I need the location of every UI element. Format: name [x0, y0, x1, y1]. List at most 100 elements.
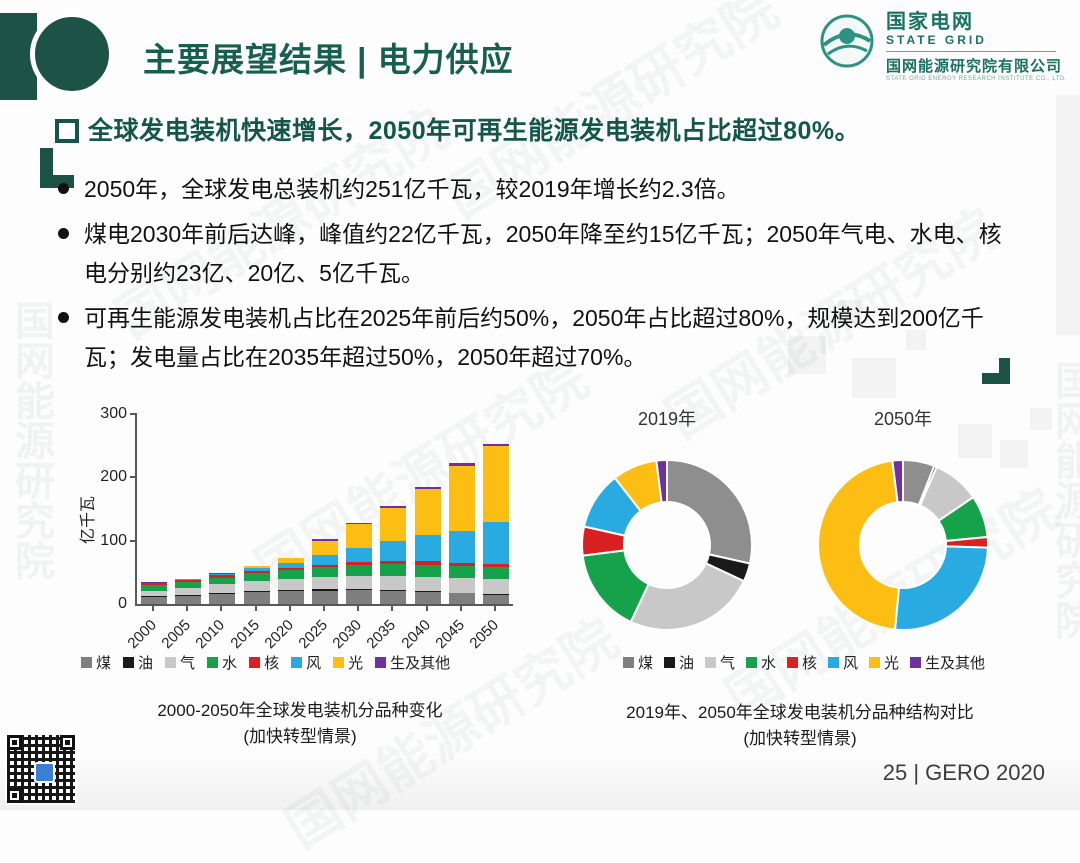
x-tick-mark [323, 606, 325, 611]
bar-2005 [175, 579, 201, 604]
x-tick-mark [152, 606, 154, 611]
legend-swatch-coal [81, 657, 92, 668]
bar-segment-gas [312, 577, 338, 590]
legend-item-hydro: 水 [746, 652, 776, 673]
donut-slice-coal [667, 460, 752, 564]
y-tick-mark [130, 476, 137, 478]
donut-chart-2050 [813, 455, 993, 635]
caption-line: (加快转型情景) [55, 724, 545, 750]
globe-icon [818, 12, 876, 82]
bullet-dot-icon [58, 228, 69, 239]
logo-org-en: STATE GRID [886, 33, 1067, 47]
bar-segment-coal [278, 591, 304, 604]
bar-segment-solar [483, 446, 509, 522]
page-title: 主要展望结果 | 电力供应 [143, 33, 514, 81]
bar-segment-coal [141, 597, 167, 604]
donut-slice-wind [895, 546, 988, 630]
legend-swatch-hydro [746, 657, 757, 668]
bar-segment-coal [380, 591, 406, 604]
bar-segment-solar [346, 524, 372, 547]
bar-2040 [415, 487, 441, 604]
bar-segment-coal [175, 596, 201, 604]
key-message: 全球发电装机快速增长，2050年可再生能源发电装机占比超过80%。 [88, 111, 860, 147]
bar-segment-wind [415, 535, 441, 562]
bar-segment-coal [483, 595, 509, 605]
deco-block [1056, 95, 1080, 335]
caption-line: (加快转型情景) [555, 726, 1045, 752]
bar-segment-solar [415, 489, 441, 535]
bar-2050 [483, 444, 509, 604]
bar-segment-gas [483, 579, 509, 594]
bar-2020 [278, 558, 304, 605]
bar-2045 [449, 463, 475, 604]
bar-segment-wind [483, 522, 509, 563]
bar-2030 [346, 523, 372, 604]
legend-item-solar: 光 [869, 652, 899, 673]
x-tick-mark [255, 606, 257, 611]
bar-segment-hydro [449, 566, 475, 578]
bar-segment-gas [346, 576, 372, 589]
bar-2025 [312, 539, 338, 604]
deco-block [1000, 440, 1028, 468]
bar-chart-caption: 2000-2050年全球发电装机分品种变化 (加快转型情景) [55, 698, 545, 751]
x-tick-mark [391, 606, 393, 611]
x-tick-mark [357, 606, 359, 611]
bar-segment-wind [449, 531, 475, 563]
bullet-item: 可再生能源发电装机占比在2025年前后约50%，2050年占比超过80%，规模达… [58, 299, 1010, 378]
qr-center-logo [34, 762, 55, 783]
bar-segment-hydro [209, 578, 235, 585]
x-tick-mark [426, 606, 428, 611]
bar-segment-hydro [346, 565, 372, 575]
x-tick-mark [494, 606, 496, 611]
header-green-circle [30, 12, 114, 96]
bar-segment-wind [312, 555, 338, 565]
deco-block [1030, 408, 1052, 430]
bar-2000 [141, 582, 167, 604]
caption-line: 2019年、2050年全球发电装机分品种结构对比 [555, 700, 1045, 726]
page-number: 25 | GERO 2020 [883, 760, 1045, 786]
logo-institute-cn: 国网能源研究院有限公司 [886, 55, 1067, 76]
x-tick-mark [289, 606, 291, 611]
y-tick-label: 200 [83, 468, 127, 486]
logo-divider [886, 51, 1056, 52]
bar-segment-coal [449, 593, 475, 604]
qr-pattern [7, 735, 75, 803]
qr-eye-icon [60, 735, 75, 750]
x-tick-mark [460, 606, 462, 611]
donut-slice-solar [818, 461, 899, 630]
bullet-item: 2050年，全球发电总装机约251亿千瓦，较2019年增长约2.3倍。 [58, 170, 1010, 210]
bar-segment-gas [449, 578, 475, 593]
bar-segment-gas [380, 576, 406, 590]
legend-swatch-bio_other [910, 657, 921, 668]
donut-legend: 煤油气水核风光生及其他 [578, 652, 1030, 673]
donut-chart-2019 [577, 455, 757, 635]
legend-label: 生及其他 [925, 652, 985, 673]
bar-segment-hydro [278, 570, 304, 579]
legend-item-bio_other: 生及其他 [910, 652, 985, 673]
square-bullet-icon [55, 119, 79, 143]
legend-label: 煤 [638, 652, 653, 673]
legend-swatch-coal [623, 657, 634, 668]
donut-title-2019: 2019年 [577, 405, 757, 431]
bar-segment-solar [380, 508, 406, 542]
capacity-bar-chart: 亿千瓦 煤油气水核风光生及其他 2000-2050年全球发电装机分品种变化 (加… [55, 400, 545, 768]
bar-segment-gas [209, 584, 235, 592]
x-tick-mark [220, 606, 222, 611]
bar-2015 [244, 566, 270, 604]
watermark-text: 国网能源研究院 [2, 300, 60, 580]
bar-segment-hydro [415, 565, 441, 577]
legend-item-gas: 气 [705, 652, 735, 673]
legend-label: 水 [761, 652, 776, 673]
qr-eye-icon [7, 735, 22, 750]
bar-segment-coal [346, 590, 372, 604]
legend-item-coal: 煤 [623, 652, 653, 673]
bar-segment-solar [312, 541, 338, 555]
legend-label: 油 [679, 652, 694, 673]
bar-segment-solar [449, 466, 475, 531]
state-grid-logo: 国家电网 STATE GRID 国网能源研究院有限公司 STATE GRID E… [818, 12, 1068, 82]
x-tick-mark [186, 606, 188, 611]
bar-segment-hydro [244, 573, 270, 581]
bar-segment-wind [380, 541, 406, 561]
bar-segment-gas [244, 581, 270, 591]
legend-label: 光 [884, 652, 899, 673]
